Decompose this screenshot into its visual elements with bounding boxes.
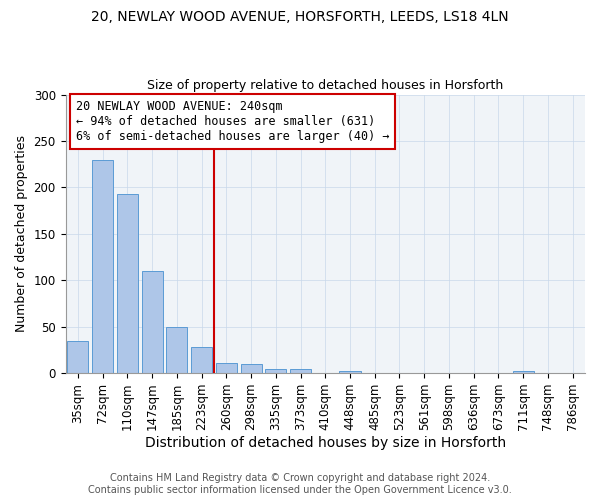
Bar bbox=[166, 326, 187, 373]
Bar bbox=[290, 370, 311, 373]
Bar bbox=[216, 363, 237, 373]
Bar bbox=[142, 271, 163, 373]
Text: 20, NEWLAY WOOD AVENUE, HORSFORTH, LEEDS, LS18 4LN: 20, NEWLAY WOOD AVENUE, HORSFORTH, LEEDS… bbox=[91, 10, 509, 24]
Bar bbox=[92, 160, 113, 373]
Text: 20 NEWLAY WOOD AVENUE: 240sqm
← 94% of detached houses are smaller (631)
6% of s: 20 NEWLAY WOOD AVENUE: 240sqm ← 94% of d… bbox=[76, 100, 389, 143]
Bar bbox=[117, 194, 138, 373]
Bar bbox=[241, 364, 262, 373]
Text: Contains HM Land Registry data © Crown copyright and database right 2024.
Contai: Contains HM Land Registry data © Crown c… bbox=[88, 474, 512, 495]
Bar bbox=[340, 371, 361, 373]
Bar bbox=[265, 370, 286, 373]
X-axis label: Distribution of detached houses by size in Horsforth: Distribution of detached houses by size … bbox=[145, 436, 506, 450]
Bar bbox=[512, 371, 533, 373]
Bar bbox=[191, 347, 212, 373]
Bar bbox=[67, 340, 88, 373]
Y-axis label: Number of detached properties: Number of detached properties bbox=[15, 136, 28, 332]
Title: Size of property relative to detached houses in Horsforth: Size of property relative to detached ho… bbox=[147, 79, 503, 92]
